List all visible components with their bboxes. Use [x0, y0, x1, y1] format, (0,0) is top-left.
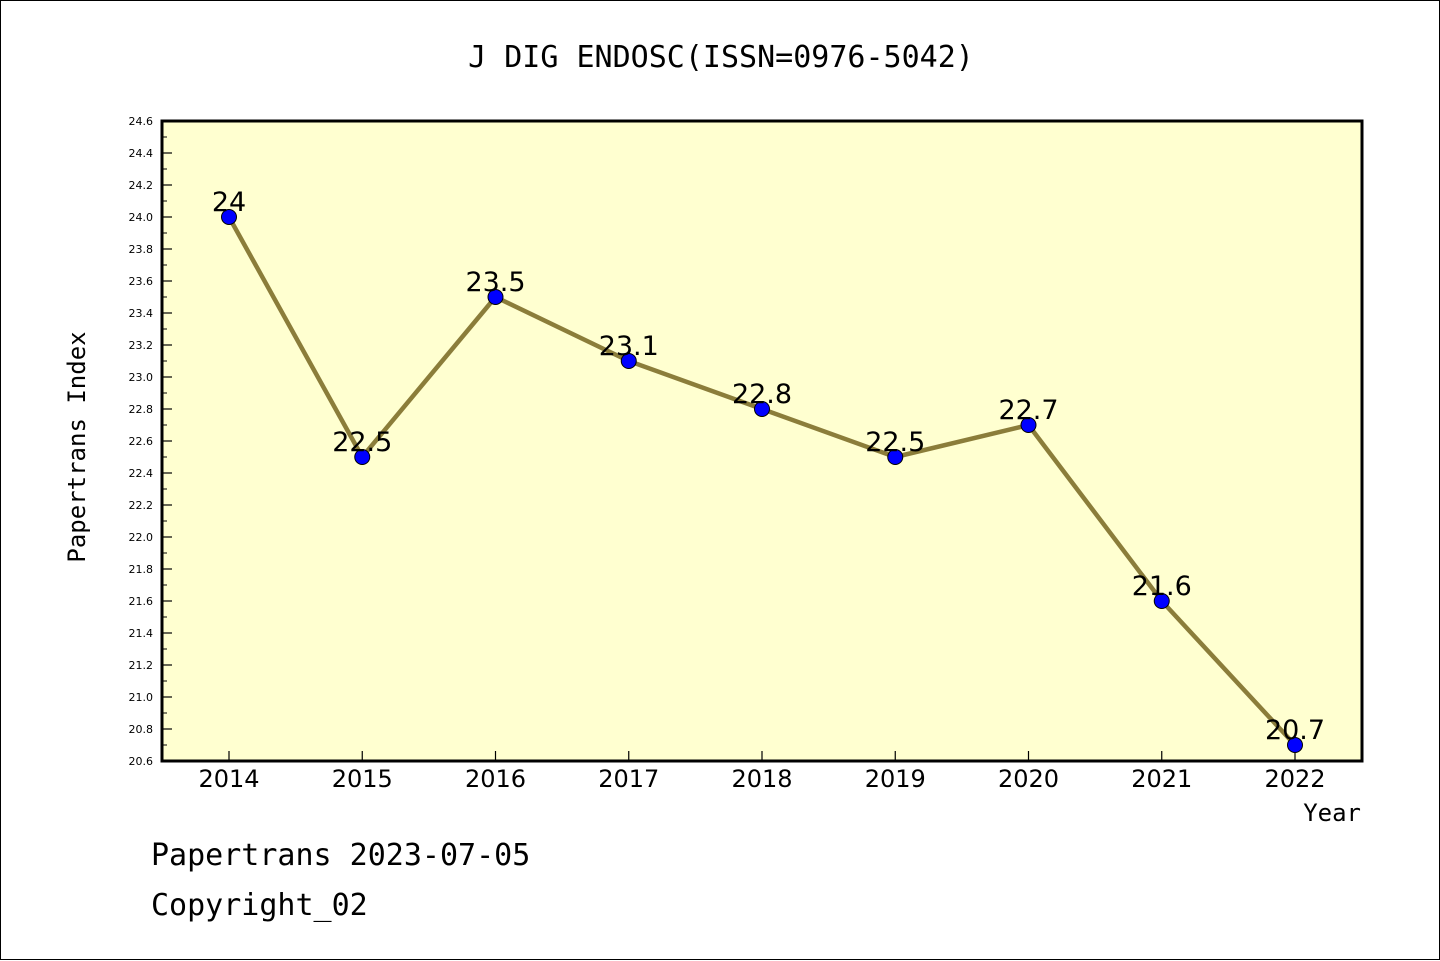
y-tick-label: 23.4 — [129, 307, 154, 320]
y-tick-label: 20.8 — [129, 723, 154, 736]
y-axis-label: Papertrans Index — [63, 331, 91, 562]
data-point-2020 — [1020, 417, 1037, 433]
x-tick-label: 2015 — [332, 765, 393, 793]
y-tick-label: 23.8 — [129, 243, 154, 256]
x-tick-label: 2014 — [198, 765, 259, 793]
y-tick-label: 20.6 — [129, 755, 154, 768]
data-label-2019: 22.5 — [865, 427, 925, 458]
data-label-2020: 22.7 — [998, 395, 1058, 426]
x-axis-ticks: 2014 2015 2016 2017 2018 2019 2020 2021 2022 — [198, 751, 1326, 793]
data-point-2022 — [1287, 737, 1303, 753]
x-tick-label: 2017 — [598, 765, 659, 793]
plot-border — [160, 119, 1364, 763]
chart-title: J DIG ENDOSC(ISSN=0976-5042) — [468, 40, 974, 75]
data-label-2017: 23.1 — [599, 331, 659, 362]
y-tick-label: 21.8 — [129, 563, 154, 576]
y-tick-label: 24.0 — [129, 211, 154, 224]
series-papertrans-index — [221, 209, 1303, 753]
y-tick-label: 22.8 — [129, 403, 154, 416]
x-tick-label: 2021 — [1131, 765, 1192, 793]
data-point-2015 — [354, 449, 371, 465]
x-tick-label: 2020 — [998, 765, 1059, 793]
data-label-2014: 24 — [212, 187, 246, 218]
footer-copyright: Copyright_02 — [151, 888, 368, 923]
x-tick-label: 2016 — [465, 765, 526, 793]
y-tick-label: 21.0 — [129, 691, 154, 704]
data-labels: 24 22.5 23.5 23.1 22.8 22.5 22.7 21.6 20.7 — [212, 187, 1325, 746]
y-tick-label: 21.4 — [129, 627, 154, 640]
data-label-2016: 23.5 — [465, 267, 525, 298]
data-label-2018: 22.8 — [732, 379, 792, 410]
y-tick-label: 22.6 — [129, 435, 154, 448]
y-tick-label: 23.2 — [129, 339, 154, 352]
y-tick-label: 24.6 — [129, 115, 154, 128]
data-point-2016 — [487, 289, 504, 305]
data-point-2018 — [754, 401, 770, 417]
data-label-2015: 22.5 — [332, 427, 392, 458]
footer-date-stamp: Papertrans 2023-07-05 — [151, 838, 530, 873]
y-tick-label: 21.6 — [129, 595, 154, 608]
y-tick-label: 24.4 — [129, 147, 154, 160]
y-tick-label: 23.0 — [129, 371, 154, 384]
y-tick-label: 24.2 — [129, 179, 154, 192]
plot-area — [162, 121, 1362, 761]
x-tick-label: 2018 — [731, 765, 792, 793]
data-label-2022: 20.7 — [1265, 715, 1325, 746]
data-point-2019 — [887, 449, 904, 465]
y-tick-label: 23.6 — [129, 275, 154, 288]
x-axis-label: Year — [1303, 799, 1361, 827]
y-tick-label: 22.0 — [129, 531, 154, 544]
x-tick-label: 2022 — [1264, 765, 1325, 793]
y-tick-label: 22.2 — [129, 499, 154, 512]
data-point-2021 — [1153, 593, 1170, 609]
y-tick-label: 22.4 — [129, 467, 154, 480]
data-label-2021: 21.6 — [1132, 571, 1192, 602]
data-point-2017 — [620, 353, 637, 369]
data-point-2014 — [221, 209, 237, 225]
y-tick-label: 21.2 — [129, 659, 154, 672]
y-axis-ticks: 20.6 20.8 21.0 21.2 21.4 21.6 21.8 22.0 22.2 22.4… — [129, 115, 172, 768]
x-tick-label: 2019 — [865, 765, 926, 793]
